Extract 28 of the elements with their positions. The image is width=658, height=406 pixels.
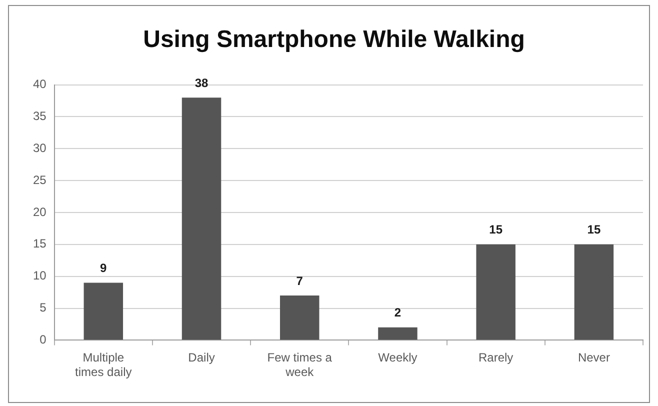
y-tick-label: 10: [32, 268, 47, 283]
x-tick-label: Daily: [188, 350, 215, 365]
bar: [182, 98, 222, 340]
y-tick-label: 35: [32, 109, 47, 124]
data-label: 7: [296, 274, 304, 288]
y-tick-label: 5: [40, 300, 47, 315]
data-label: 38: [194, 76, 209, 90]
y-tick-label: 20: [32, 204, 47, 219]
x-tick-label: Rarely: [478, 350, 514, 365]
y-tick-label: 15: [32, 236, 47, 251]
bar: [280, 296, 320, 340]
y-tick-label: 40: [32, 77, 47, 92]
x-tick-label: Weekly: [378, 350, 418, 365]
bar: [574, 244, 614, 340]
bar: [476, 244, 516, 340]
y-tick-label: 0: [40, 332, 47, 347]
data-label: 9: [100, 261, 108, 276]
x-tick-label: Few times a week: [267, 350, 332, 380]
y-tick-label: 25: [32, 172, 47, 187]
bar: [84, 282, 124, 340]
x-tick-label: Multiple times daily: [75, 350, 132, 380]
x-tick-label: Never: [578, 350, 610, 365]
data-label: 15: [489, 222, 503, 237]
y-tick-label: 30: [32, 140, 47, 155]
chart-title: Using Smartphone While Walking: [143, 26, 525, 54]
data-label: 2: [394, 306, 402, 320]
data-label: 15: [587, 222, 601, 237]
bar: [378, 327, 418, 340]
